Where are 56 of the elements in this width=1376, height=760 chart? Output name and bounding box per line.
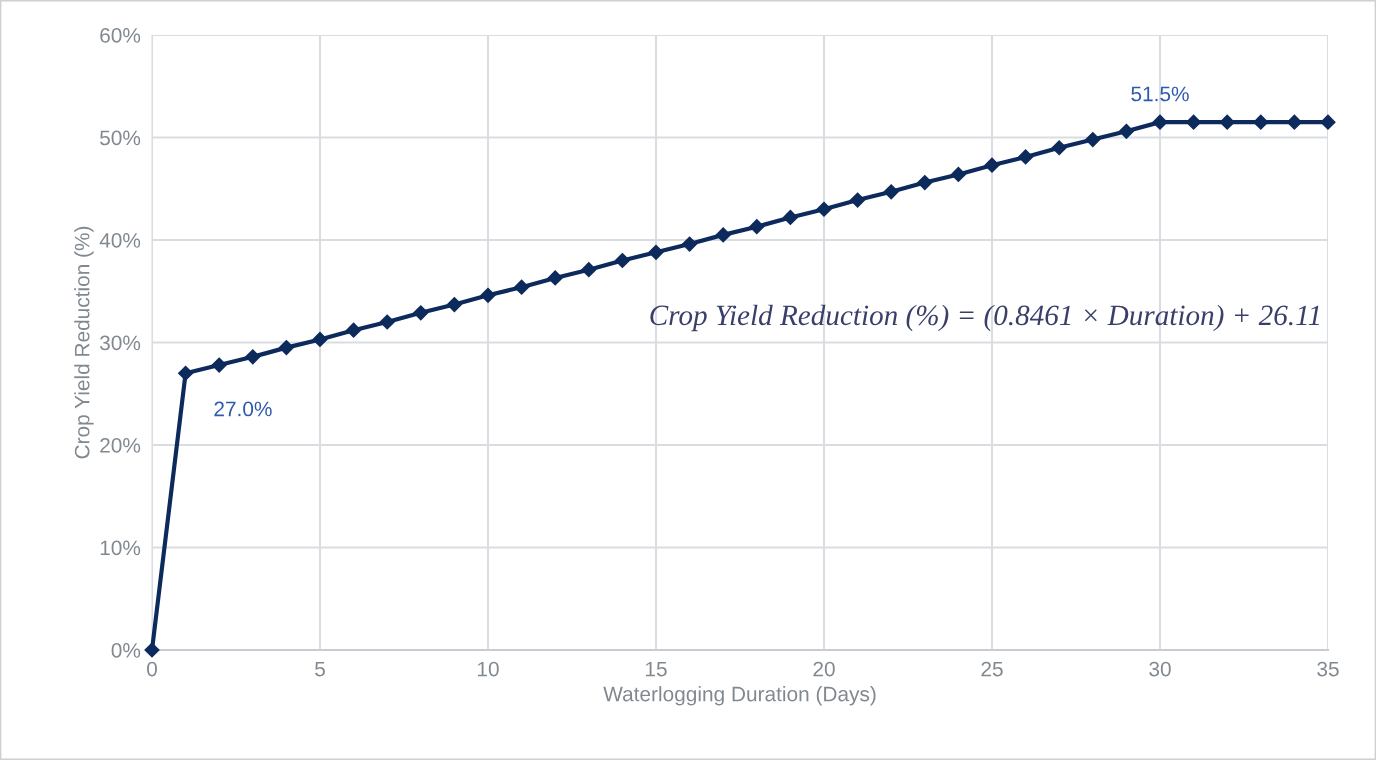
point bbox=[379, 314, 395, 330]
point bbox=[749, 219, 765, 235]
y-tick-label: 10% bbox=[100, 540, 141, 556]
point bbox=[782, 209, 798, 226]
point bbox=[346, 322, 362, 338]
point bbox=[682, 236, 698, 252]
x-tick-label: 20 bbox=[813, 661, 835, 677]
point bbox=[1152, 114, 1168, 130]
data-label: 51.5% bbox=[1131, 86, 1189, 102]
point bbox=[1118, 123, 1134, 139]
point bbox=[446, 297, 462, 313]
point bbox=[1186, 114, 1202, 130]
y-axis-title: Crop Yield Reduction (%) bbox=[74, 226, 94, 459]
x-tick-label: 15 bbox=[646, 661, 667, 677]
point bbox=[312, 331, 328, 347]
point bbox=[883, 184, 899, 200]
point bbox=[211, 357, 227, 373]
point bbox=[547, 270, 563, 286]
point bbox=[413, 305, 429, 321]
point bbox=[1286, 114, 1302, 130]
y-tick-label: 60% bbox=[100, 28, 141, 43]
annotation: Crop Yield Reduction (%) = (0.8461 × Duration) + 26.11 bbox=[650, 304, 1319, 332]
data-label: 27.0% bbox=[214, 401, 272, 417]
point bbox=[917, 175, 933, 191]
x-axis-title: Waterlogging Duration (Days) bbox=[603, 686, 876, 706]
x-tick-label: 30 bbox=[1149, 661, 1171, 677]
point bbox=[480, 287, 496, 303]
y-tick-label: 20% bbox=[100, 438, 141, 453]
point bbox=[1051, 140, 1067, 156]
x-tick-label: 25 bbox=[981, 661, 1003, 677]
y-tick-label: 30% bbox=[99, 335, 141, 351]
point bbox=[816, 201, 832, 217]
point bbox=[715, 227, 731, 243]
point bbox=[1320, 114, 1336, 130]
point bbox=[984, 157, 1000, 173]
y-tick-label: 40% bbox=[99, 233, 141, 248]
point bbox=[950, 166, 966, 182]
x-tick-label: 0 bbox=[147, 661, 157, 677]
point bbox=[1219, 114, 1235, 130]
point bbox=[245, 349, 261, 365]
point bbox=[581, 262, 597, 278]
y-tick-label: 50% bbox=[100, 130, 141, 146]
point bbox=[648, 244, 664, 260]
point bbox=[278, 340, 294, 356]
point bbox=[1253, 114, 1269, 130]
point bbox=[1018, 149, 1034, 165]
x-tick-label: 35 bbox=[1317, 661, 1339, 677]
point bbox=[144, 642, 160, 658]
point bbox=[850, 192, 866, 208]
y-tick-label: 0% bbox=[111, 643, 141, 658]
point bbox=[614, 252, 630, 269]
point bbox=[1085, 131, 1101, 148]
x-tick-label: 10 bbox=[478, 661, 499, 677]
x-tick-label: 5 bbox=[315, 661, 325, 677]
point bbox=[514, 279, 530, 295]
point bbox=[178, 365, 194, 381]
